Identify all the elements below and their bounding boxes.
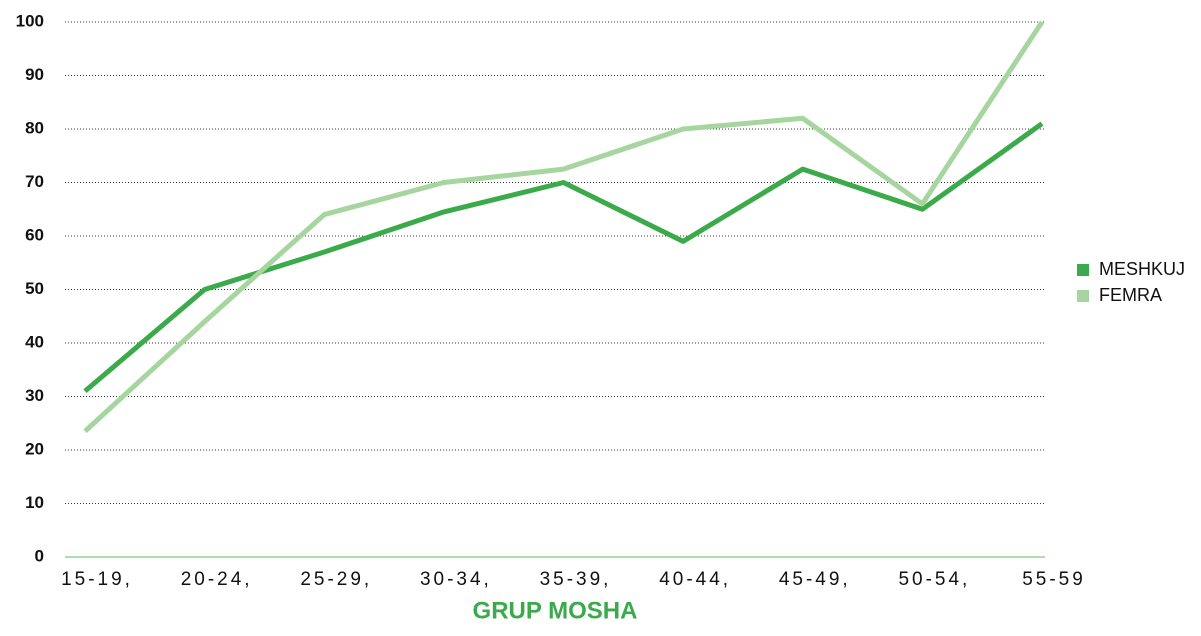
legend-swatch [1077, 290, 1089, 302]
y-tick-label: 0 [35, 546, 44, 565]
x-tick-label: 50-54, [898, 569, 970, 590]
x-tick-label: 25-29, [300, 569, 372, 590]
y-tick-label: 70 [25, 172, 44, 191]
line-series [83, 121, 1044, 394]
x-axis-title: GRUP MOSHA [473, 597, 638, 624]
legend-label: FEMRA [1099, 285, 1162, 305]
y-tick-label: 50 [25, 279, 44, 298]
legend-swatch [1077, 264, 1089, 276]
y-tick-label: 40 [25, 332, 44, 351]
line-series [83, 20, 1045, 434]
y-tick-label: 30 [25, 386, 44, 405]
y-tick-label: 90 [25, 65, 44, 84]
x-tick-label: 55-59 [1022, 569, 1086, 590]
y-tick-label: 80 [25, 118, 44, 137]
y-tick-label: 20 [25, 439, 44, 458]
x-tick-label: 15-19, [61, 569, 133, 590]
y-tick-label: 100 [16, 11, 44, 30]
x-tick-label: 20-24, [181, 569, 253, 590]
x-tick-label: 35-39, [540, 569, 612, 590]
x-tick-label: 40-44, [659, 569, 731, 590]
x-tick-label: 45-49, [779, 569, 851, 590]
legend-label: MESHKUJ [1099, 259, 1185, 279]
y-tick-label: 60 [25, 225, 44, 244]
x-tick-label: 30-34, [420, 569, 492, 590]
y-tick-label: 10 [25, 493, 44, 512]
